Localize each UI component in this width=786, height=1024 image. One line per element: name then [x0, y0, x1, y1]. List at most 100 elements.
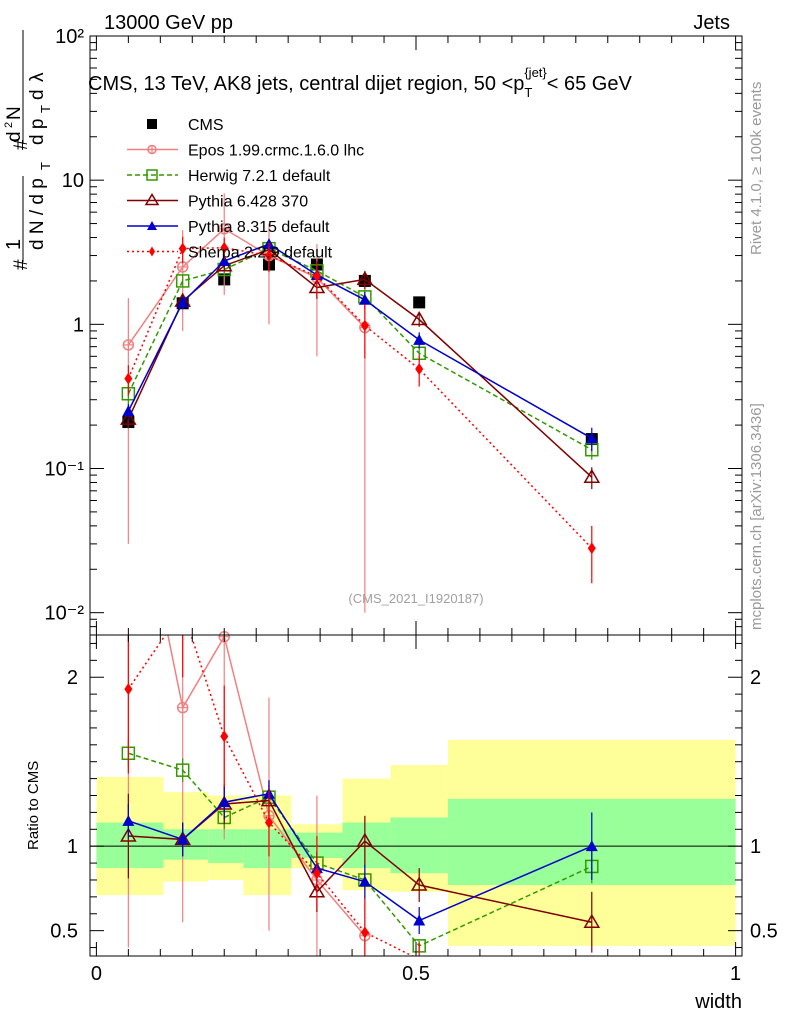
- data-point: [356, 270, 374, 286]
- y-tick-label: 10⁻²: [45, 603, 85, 625]
- svg-text:#: #: [11, 259, 32, 270]
- data-point: [358, 293, 371, 305]
- svg-text:1: 1: [3, 239, 25, 250]
- data-point: [144, 193, 160, 206]
- y-tick-label: 1: [73, 314, 84, 336]
- data-point: [176, 261, 189, 273]
- data-point: [583, 468, 601, 483]
- data-point: [264, 816, 273, 829]
- legend-label: Epos 1.99.crmc.1.6.0 lhc: [188, 143, 364, 160]
- data-point: [176, 296, 189, 308]
- data-point: [218, 223, 230, 235]
- svg-text:#: #: [11, 139, 32, 150]
- data-point: [178, 242, 187, 255]
- y-tick-label: 10²: [55, 26, 84, 48]
- data-point: [175, 763, 190, 777]
- data-point: [146, 169, 158, 181]
- data-point: [312, 867, 321, 880]
- analysis-id-label: (CMS_2021_I1920187): [348, 591, 483, 606]
- series-line: [127, 243, 593, 439]
- svg-text:d N / d p: d N / d p: [27, 178, 48, 250]
- data-point: [120, 410, 137, 425]
- ratio-y-tick-label: 1: [67, 836, 78, 858]
- legend-label: Herwig 7.2.1 default: [188, 168, 331, 185]
- data-point: [413, 296, 426, 309]
- plot-title: CMS, 13 TeV, AK8 jets, central dijet reg…: [88, 65, 632, 100]
- series-line: [127, 246, 593, 549]
- legend-entry: Pythia 8.315 default: [127, 219, 330, 236]
- data-point: [358, 875, 371, 887]
- plot-title-sub: T: [524, 85, 532, 100]
- legend-label: Sherpa 2.2.9 default: [188, 245, 333, 262]
- data-point: [176, 701, 189, 714]
- data-point: [360, 926, 369, 939]
- series-pythia: [122, 238, 598, 452]
- data-point: [147, 221, 157, 230]
- mcplots-label: mcplots.cern.ch [arXiv:1306.3436]: [748, 403, 765, 630]
- svg-text:T: T: [38, 162, 53, 170]
- header-right-label: Jets: [693, 12, 730, 34]
- legend-entry: CMS: [147, 117, 224, 134]
- band-green: [342, 822, 391, 869]
- legend-label: Pythia 6.428 370: [188, 194, 308, 211]
- y-tick-label: 10⁻¹: [45, 459, 85, 481]
- data-point: [413, 914, 426, 926]
- data-point: [220, 730, 229, 743]
- data-point: [124, 372, 133, 385]
- x-tick-label: 0: [91, 963, 102, 985]
- data-point: [122, 405, 135, 417]
- legend-label: Pythia 8.315 default: [188, 219, 330, 236]
- data-point: [415, 362, 424, 375]
- ratio-y-tick-label-right: 1: [750, 836, 761, 858]
- data-point: [587, 542, 596, 555]
- data-point: [176, 833, 189, 845]
- band-green: [390, 817, 448, 874]
- data-point: [585, 840, 598, 852]
- data-point: [410, 876, 428, 891]
- header-left-label: 13000 GeV pp: [104, 12, 233, 34]
- ratio-y-tick-label-right: 2: [750, 667, 761, 689]
- data-point: [120, 827, 137, 842]
- legend-entry: Epos 1.99.crmc.1.6.0 lhc: [127, 143, 364, 160]
- data-point: [583, 913, 601, 928]
- svg-text:T: T: [38, 105, 53, 113]
- svg-text:d: d: [4, 131, 25, 142]
- x-tick-label: 1: [730, 963, 741, 985]
- legend-entry: Sherpa 2.2.9 default: [127, 245, 333, 262]
- data-point: [264, 249, 273, 262]
- ratio-series-line: [128, 792, 593, 922]
- ratio-y-tick-label-right: 0.5: [750, 921, 778, 943]
- plot-title-main: CMS, 13 TeV, AK8 jets, central dijet reg…: [88, 73, 524, 95]
- legend-label: CMS: [188, 117, 224, 134]
- plot-title-sup: {jet}: [524, 65, 547, 80]
- data-point: [413, 333, 426, 345]
- data-point: [218, 796, 231, 808]
- ratio-y-tick-label: 0.5: [50, 921, 78, 943]
- main-y-axis-label: # 1 d N / d p T # d 2 N d p T d λ: [3, 30, 53, 270]
- ratio-y-tick-label: 2: [67, 667, 78, 689]
- ratio-series-sherpa: [124, 635, 420, 956]
- svg-text:N: N: [4, 106, 25, 120]
- series-pythia: [120, 241, 601, 490]
- data-point: [124, 683, 133, 696]
- data-point: [220, 241, 229, 254]
- svg-text:2: 2: [3, 122, 15, 128]
- legend-entry: Herwig 7.2.1 default: [127, 168, 331, 185]
- data-point: [410, 311, 428, 326]
- y-tick-label: 10: [62, 170, 84, 192]
- svg-text:d: d: [27, 89, 48, 100]
- data-point: [218, 254, 231, 266]
- legend-entry: Pythia 6.428 370: [127, 193, 308, 211]
- x-tick-label: 0.5: [402, 963, 430, 985]
- svg-text:d p: d p: [27, 119, 48, 145]
- ratio-series-line: [167, 635, 366, 937]
- data-point: [147, 119, 157, 129]
- band-green: [96, 822, 164, 869]
- data-point: [147, 144, 157, 155]
- data-point: [360, 319, 369, 332]
- data-point: [175, 274, 190, 288]
- data-point: [122, 339, 135, 351]
- plot-title-end: < 65 GeV: [547, 73, 633, 95]
- svg-text:λ: λ: [27, 72, 48, 82]
